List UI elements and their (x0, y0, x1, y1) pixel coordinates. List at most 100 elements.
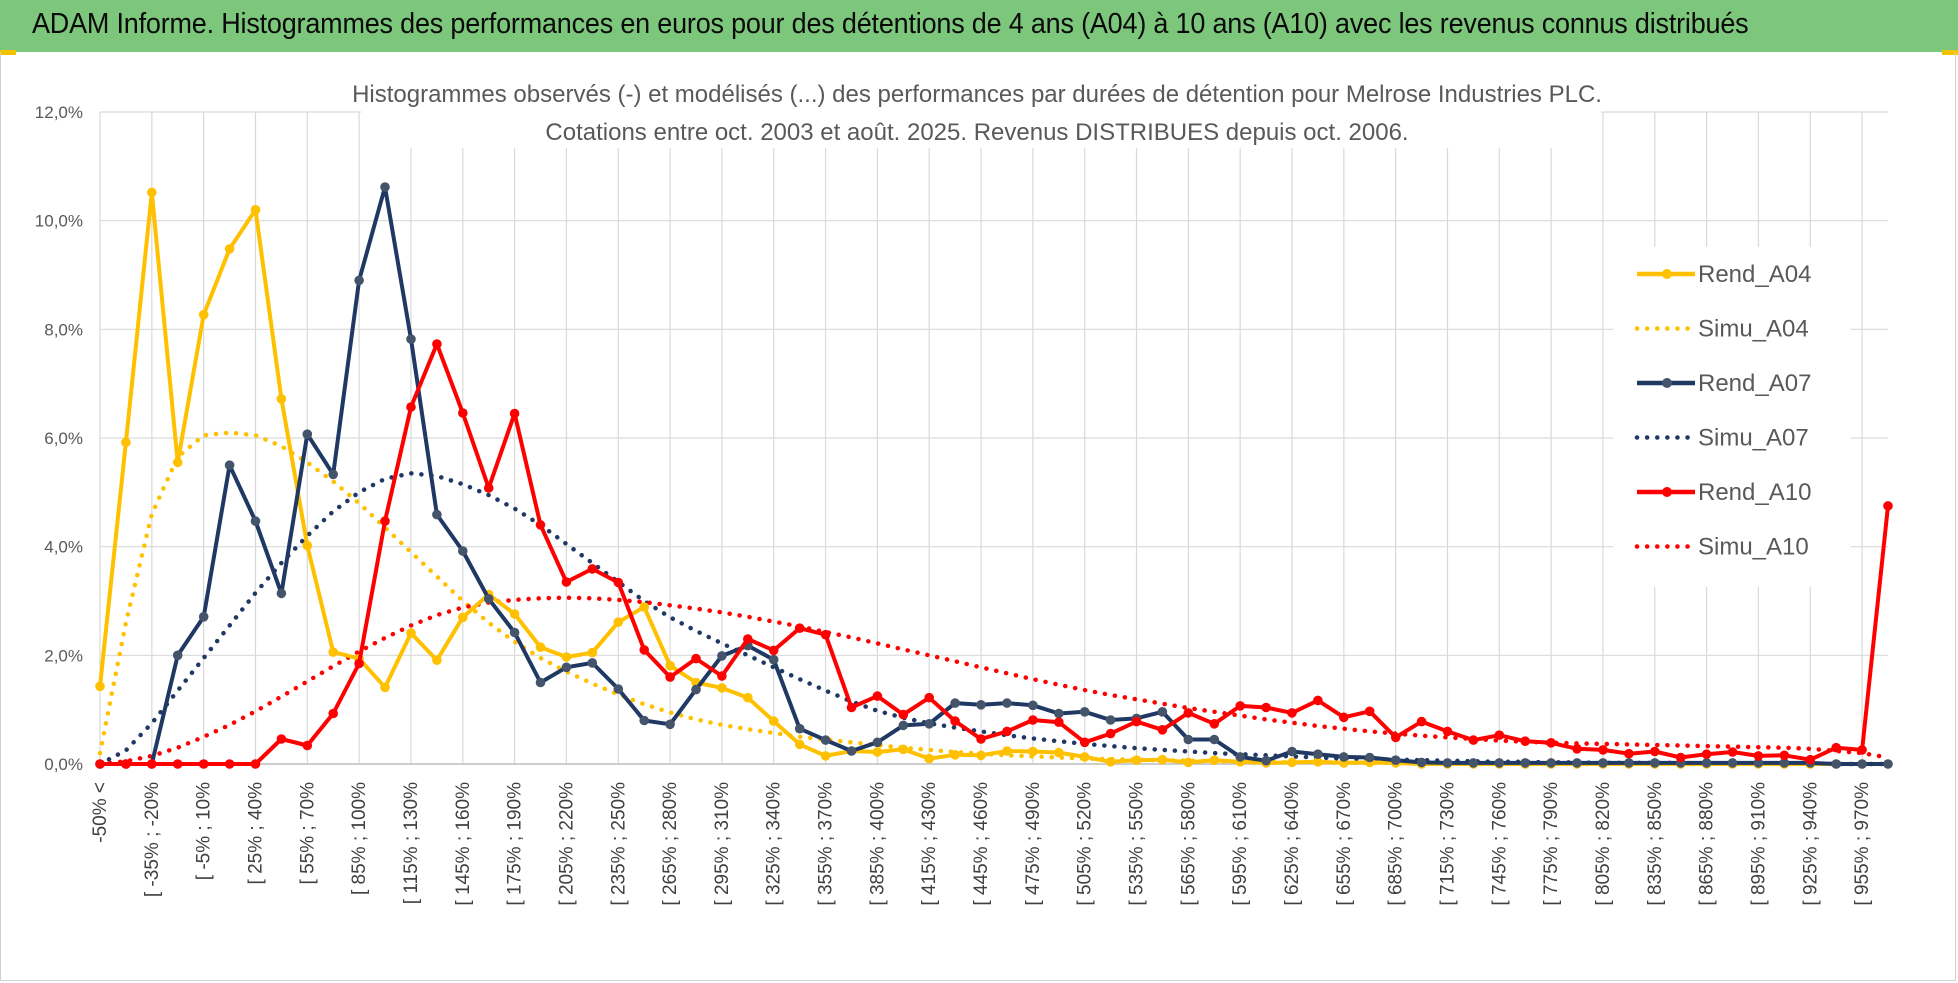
data-point (172, 650, 183, 661)
data-point (1779, 750, 1790, 761)
report-title: ADAM Informe. Histogrammes des performan… (32, 8, 1749, 40)
data-point (1028, 715, 1038, 725)
data-point (1002, 746, 1012, 756)
data-point (1779, 758, 1790, 768)
legend-item: Simu_A04 (1634, 316, 1809, 343)
data-point (1261, 702, 1271, 713)
data-point (1157, 707, 1168, 717)
legend-item: Simu_A10 (1634, 534, 1809, 561)
data-point (561, 577, 572, 587)
data-point (1442, 726, 1453, 737)
x-tick-label: [ 175% ; 190% (505, 782, 526, 906)
data-point (1105, 715, 1116, 725)
legend-item: Rend_A04 (1637, 261, 1811, 288)
data-point (1183, 734, 1194, 745)
data-point (302, 429, 313, 440)
legend-marker (1662, 269, 1672, 279)
data-point (976, 750, 986, 761)
data-point (276, 588, 287, 599)
data-point (535, 520, 546, 530)
data-point (432, 655, 442, 665)
data-point (924, 692, 934, 703)
x-tick-label: [ 685% ; 700% (1386, 782, 1407, 906)
data-point (250, 516, 261, 526)
data-point (1883, 759, 1893, 769)
x-tick-label: [ -35% ; -20% (142, 782, 163, 897)
y-tick-label: 8,0% (44, 320, 83, 339)
data-point (1390, 755, 1401, 765)
data-point (406, 402, 416, 412)
data-point (898, 709, 909, 720)
legend-background (1613, 247, 1851, 587)
x-tick-label: [ 505% ; 520% (1075, 782, 1096, 906)
data-point (1831, 759, 1841, 769)
data-point (198, 612, 209, 622)
data-point (1287, 746, 1297, 757)
x-tick-label: [ 55% ; 70% (297, 782, 318, 885)
y-tick-label: 4,0% (44, 538, 83, 557)
data-point (665, 719, 675, 730)
data-point (172, 759, 183, 769)
data-point (224, 244, 235, 254)
data-point (613, 617, 624, 627)
series-layer (95, 182, 1893, 769)
data-point (1753, 758, 1764, 768)
x-tick-label: [ 115% ; 130% (401, 782, 422, 904)
data-point (509, 627, 520, 638)
data-point (665, 660, 675, 671)
data-point (820, 629, 831, 640)
data-point (976, 734, 986, 744)
data-point (1364, 706, 1375, 717)
data-point (1183, 757, 1194, 768)
data-point (1209, 719, 1220, 729)
data-point (639, 645, 649, 655)
data-point (224, 759, 235, 769)
data-point (1416, 716, 1427, 727)
data-point (1157, 754, 1168, 765)
corner-accent-left (0, 50, 16, 55)
x-tick-label: [ 355% ; 370% (816, 782, 837, 906)
x-tick-label: [ 415% ; 430% (919, 782, 940, 906)
x-tick-label: [ 325% ; 340% (764, 782, 785, 906)
chart-title: Histogrammes observés (-) et modélisés (… (352, 81, 1602, 108)
legend-marker (1662, 378, 1672, 388)
data-point (587, 564, 598, 574)
x-tick-label: [ 445% ; 460% (971, 782, 992, 906)
data-point (535, 677, 546, 688)
data-point (95, 681, 105, 692)
legend-item: Rend_A07 (1637, 370, 1811, 397)
x-tick-label: [ 625% ; 640% (1282, 782, 1303, 906)
x-tick-label: -50% < (90, 782, 111, 843)
data-point (1857, 745, 1867, 755)
data-point (717, 651, 727, 661)
x-tick-label: [ 775% ; 790% (1541, 782, 1562, 906)
x-tick-label: [ 85% ; 100% (349, 782, 370, 895)
data-point (717, 683, 727, 693)
data-point (380, 182, 390, 192)
data-point (924, 753, 934, 764)
data-point (976, 700, 986, 710)
data-point (898, 744, 909, 755)
data-point (1624, 758, 1634, 768)
data-point (1339, 752, 1349, 762)
data-point (1883, 501, 1893, 511)
data-point (639, 602, 649, 612)
data-point (1546, 738, 1556, 748)
data-point (198, 759, 209, 769)
data-point (1287, 708, 1297, 718)
corner-accent-right (1942, 50, 1958, 55)
chart-subtitle: Cotations entre oct. 2003 et août. 2025.… (545, 119, 1408, 146)
y-tick-label: 2,0% (44, 646, 83, 665)
data-point (872, 691, 883, 701)
legend: Rend_A04 Simu_A04 Rend_A07 Simu_A07 Rend_A10… (1613, 247, 1851, 587)
data-point (717, 671, 727, 681)
data-point (1598, 758, 1608, 768)
data-point (1546, 758, 1556, 768)
y-tick-label: 10,0% (35, 212, 83, 231)
legend-label: Rend_A04 (1698, 261, 1811, 288)
x-tick-label: [ 655% ; 670% (1334, 782, 1355, 906)
data-point (794, 723, 805, 734)
data-point (276, 734, 287, 744)
data-point (691, 684, 701, 695)
data-point (1183, 708, 1194, 718)
